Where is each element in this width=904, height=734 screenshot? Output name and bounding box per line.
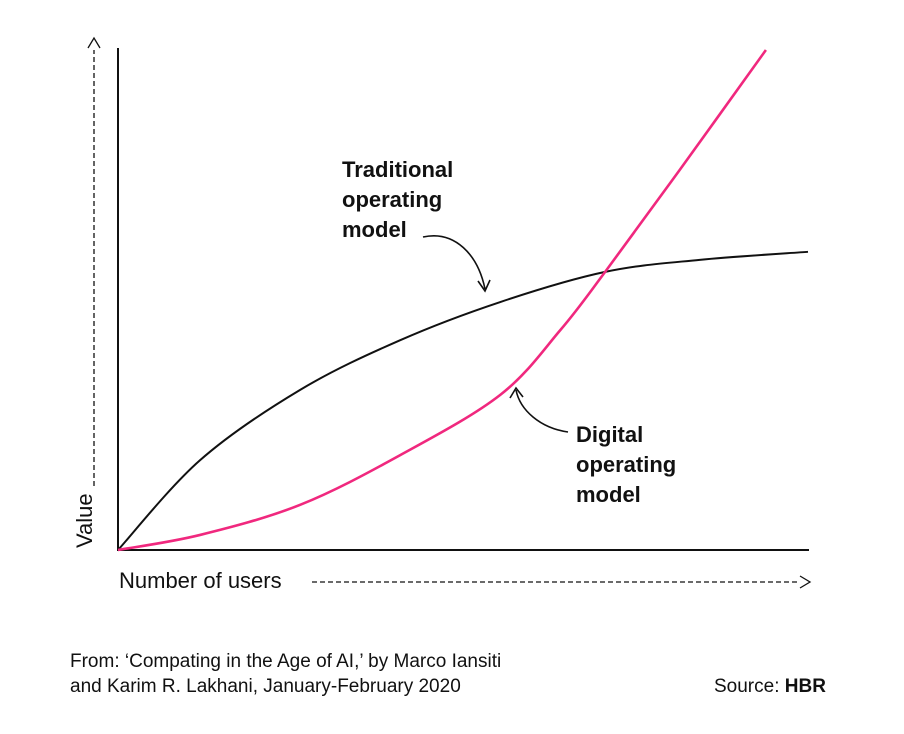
annotation-line: model (342, 217, 407, 242)
digital-series-line (117, 49, 767, 552)
annotation-line: operating (342, 187, 443, 212)
citation: From: ‘Compating in the Age of AI,’ by M… (70, 649, 501, 699)
traditional-series-line (117, 250, 809, 551)
traditional-annotation-arrow (422, 235, 486, 290)
traditional-annotation: Traditional operating model (342, 155, 453, 245)
source-label: Source: (714, 676, 785, 697)
y-arrowhead (87, 36, 101, 49)
source-name: HBR (784, 676, 826, 697)
annotation-line: Traditional (342, 157, 454, 182)
x-axis-label: Number of users (119, 568, 282, 593)
annotation-line: Digital (576, 422, 644, 447)
digital-annotation-arrow (515, 389, 569, 433)
digital-arrowhead (509, 386, 524, 399)
annotation-line: operating (576, 452, 677, 477)
citation-line: From: ‘Compating in the Age of AI,’ by M… (70, 651, 502, 672)
traditional-arrowhead (477, 279, 491, 293)
citation-line: and Karim R. Lakhani, January-February 2… (70, 676, 461, 697)
annotation-line: model (576, 482, 641, 507)
digital-annotation: Digital operating model (576, 420, 676, 510)
source: Source: HBR (714, 674, 826, 699)
x-arrowhead (799, 575, 812, 589)
y-axis-label: Value (72, 493, 97, 548)
